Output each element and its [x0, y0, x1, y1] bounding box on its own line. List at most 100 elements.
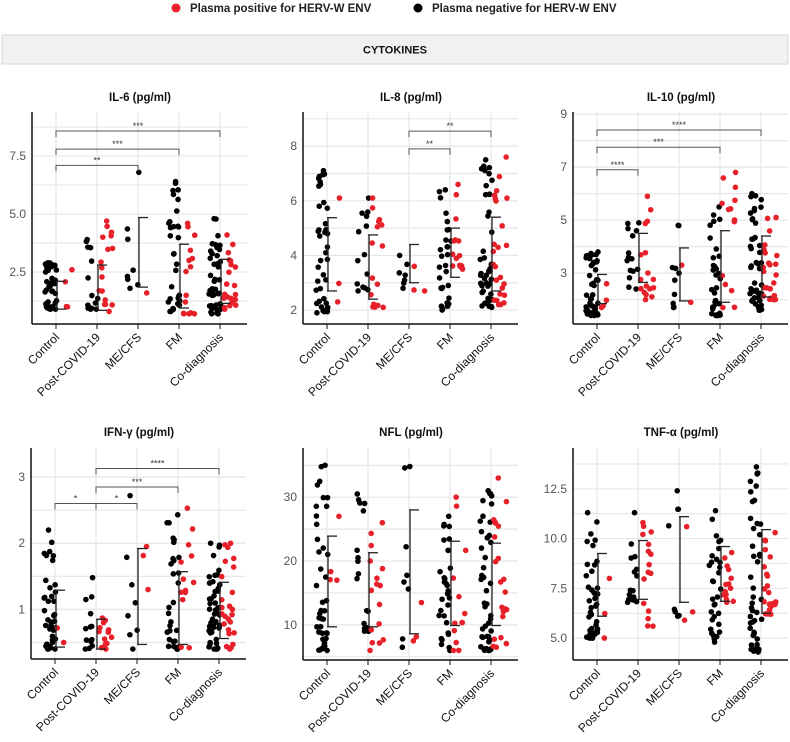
positive-data-point [644, 193, 651, 200]
negative-data-point [749, 619, 756, 625]
negative-data-point [444, 582, 451, 589]
negative-data-point [443, 210, 449, 216]
negative-data-point [756, 307, 763, 313]
significance-label: *** [132, 477, 143, 487]
negative-data-point [216, 544, 222, 550]
positive-data-point [231, 282, 238, 289]
significance-label: **** [150, 459, 165, 469]
negative-data-point [87, 244, 94, 251]
negative-data-point [41, 607, 48, 614]
negative-data-point [320, 199, 327, 206]
negative-data-point [396, 270, 403, 276]
negative-data-point [444, 218, 451, 225]
negative-data-point [47, 260, 53, 266]
negative-data-point [747, 290, 753, 297]
x-tick-label: ME/CFS [373, 330, 415, 372]
negative-data-point [210, 578, 216, 585]
positive-data-point [766, 296, 773, 303]
negative-data-point [625, 220, 631, 227]
negative-data-point [212, 600, 219, 606]
negative-data-point [359, 210, 365, 216]
negative-data-point [214, 572, 221, 578]
negative-data-point [758, 196, 765, 203]
positive-data-point [723, 581, 729, 588]
negative-data-point [48, 593, 55, 600]
negative-data-point [323, 249, 329, 256]
negative-data-point [445, 282, 452, 289]
positive-data-point [648, 551, 654, 557]
positive-data-point [225, 249, 232, 256]
negative-data-point [478, 545, 485, 551]
positive-data-point [462, 547, 469, 554]
negative-data-point [710, 212, 717, 218]
negative-data-point [88, 305, 95, 312]
positive-data-point [456, 262, 463, 269]
positive-data-point [178, 644, 185, 650]
negative-data-point [445, 513, 452, 520]
negative-data-point [173, 208, 180, 214]
negative-data-point [633, 286, 639, 292]
panel-title: TNF-α (pg/ml) [644, 427, 719, 439]
positive-data-point [641, 576, 647, 582]
negative-data-point [488, 628, 494, 634]
negative-data-point [749, 600, 756, 606]
positive-data-point [334, 577, 340, 583]
legend-negative-marker [413, 3, 423, 13]
negative-data-point [747, 625, 754, 632]
negative-data-point [401, 277, 408, 283]
negative-data-point [214, 252, 220, 259]
negative-data-point [712, 301, 719, 307]
negative-data-point [172, 180, 179, 187]
negative-data-point [134, 627, 140, 633]
negative-data-point [317, 610, 323, 617]
negative-data-point [354, 575, 360, 582]
negative-data-point [753, 483, 759, 489]
negative-data-point [49, 288, 55, 295]
negative-data-point [758, 204, 764, 210]
positive-data-point [223, 281, 230, 287]
negative-data-point [747, 489, 754, 495]
positive-data-point [224, 294, 231, 300]
significance-bracket: **** [596, 120, 762, 137]
positive-data-point [453, 255, 460, 262]
negative-data-point [313, 513, 320, 519]
negative-data-point [749, 543, 756, 550]
negative-data-point [168, 619, 174, 625]
negative-data-point [716, 564, 723, 571]
negative-data-point [437, 246, 444, 253]
negative-data-point [484, 535, 491, 541]
positive-data-point [377, 582, 383, 589]
positive-data-point [728, 549, 735, 556]
positive-data-point [490, 261, 497, 268]
negative-data-point [436, 275, 443, 281]
positive-data-point [450, 647, 457, 654]
negative-data-point [355, 554, 361, 561]
legend-positive-label: Plasma positive for HERV-W ENV [190, 3, 372, 15]
negative-data-point [590, 311, 597, 318]
negative-data-point [709, 553, 715, 559]
positive-data-point [69, 266, 75, 273]
positive-data-point [500, 613, 506, 620]
positive-data-point [374, 223, 381, 230]
negative-data-point [488, 291, 494, 297]
positive-data-point [413, 634, 420, 640]
negative-data-point [583, 572, 590, 579]
negative-data-point [355, 228, 362, 235]
negative-data-point [439, 596, 445, 603]
positive-data-point [640, 531, 646, 538]
negative-data-point [442, 262, 449, 269]
positive-data-point [183, 292, 189, 299]
negative-data-point [88, 258, 95, 264]
negative-data-point [479, 626, 486, 632]
negative-data-point [206, 644, 212, 650]
negative-data-point [748, 264, 754, 271]
bracket-line [95, 486, 179, 494]
positive-data-point [461, 610, 468, 617]
positive-data-point [650, 276, 657, 283]
x-tick-label: FM [434, 330, 456, 352]
positive-data-point [453, 503, 460, 509]
negative-data-point [165, 643, 172, 650]
negative-data-point [714, 594, 721, 600]
negative-data-point [83, 238, 90, 245]
positive-data-point [681, 617, 688, 623]
